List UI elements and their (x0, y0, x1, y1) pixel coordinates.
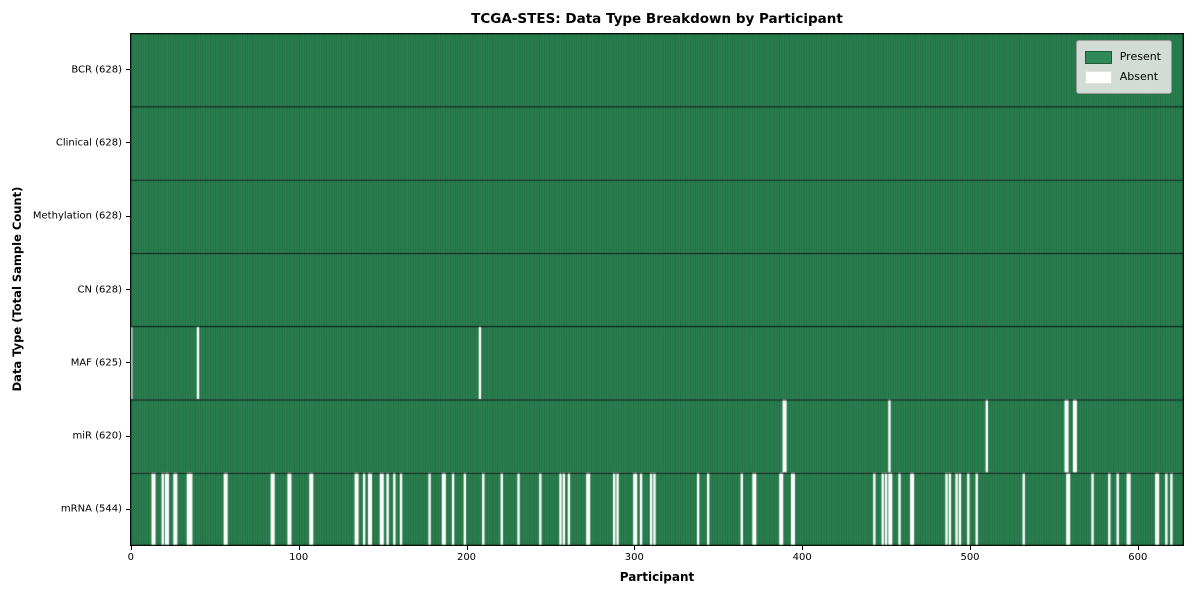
y-tick-label-mRNA: mRNA (544) (60, 503, 122, 515)
present-swatch-icon (1084, 50, 1112, 64)
y-tick-label-Clinical: Clinical (628) (55, 137, 122, 149)
y-tick-mark (126, 215, 130, 217)
legend-label-present: Present (1119, 50, 1161, 63)
x-tick-label-300: 300 (624, 552, 644, 563)
x-tick-mark (634, 546, 636, 550)
x-tick-label-400: 400 (792, 552, 812, 563)
y-tick-label-MAF: MAF (625) (70, 357, 122, 369)
x-tick-label-500: 500 (960, 552, 980, 563)
chart-title: TCGA-STES: Data Type Breakdown by Partic… (471, 11, 843, 27)
y-axis-title: Data Type (Total Sample Count) (10, 186, 24, 392)
legend-entry-present: Present (1084, 47, 1161, 67)
y-tick-mark (126, 289, 130, 290)
x-tick-mark (298, 546, 300, 550)
x-tick-mark (802, 546, 804, 550)
legend-label-absent: Absent (1119, 70, 1159, 83)
x-tick-mark (466, 546, 468, 550)
absent-swatch-icon (1084, 70, 1112, 84)
x-tick-label-600: 600 (1128, 552, 1148, 563)
y-tick-label-Methylation: Methylation (628) (32, 210, 122, 222)
y-tick-mark (126, 508, 130, 510)
x-tick-label-0: 0 (127, 552, 135, 563)
y-tick-mark (126, 435, 130, 437)
y-tick-mark (126, 362, 130, 364)
x-tick-label-100: 100 (289, 552, 309, 563)
x-tick-label-200: 200 (456, 552, 477, 563)
legend: Present Absent (1075, 40, 1172, 94)
y-tick-mark (126, 142, 130, 144)
x-axis-title: Participant (619, 570, 695, 584)
heatmap-canvas (130, 33, 1184, 546)
y-tick-label-BCR: BCR (628) (71, 64, 122, 76)
y-tick-mark (126, 69, 130, 71)
y-tick-label-CN: CN (628) (77, 284, 122, 295)
y-tick-label-miR: miR (620) (72, 430, 122, 442)
legend-entry-absent: Absent (1084, 67, 1161, 87)
x-tick-mark (970, 546, 971, 550)
x-tick-mark (130, 546, 132, 550)
x-tick-mark (1137, 546, 1139, 550)
